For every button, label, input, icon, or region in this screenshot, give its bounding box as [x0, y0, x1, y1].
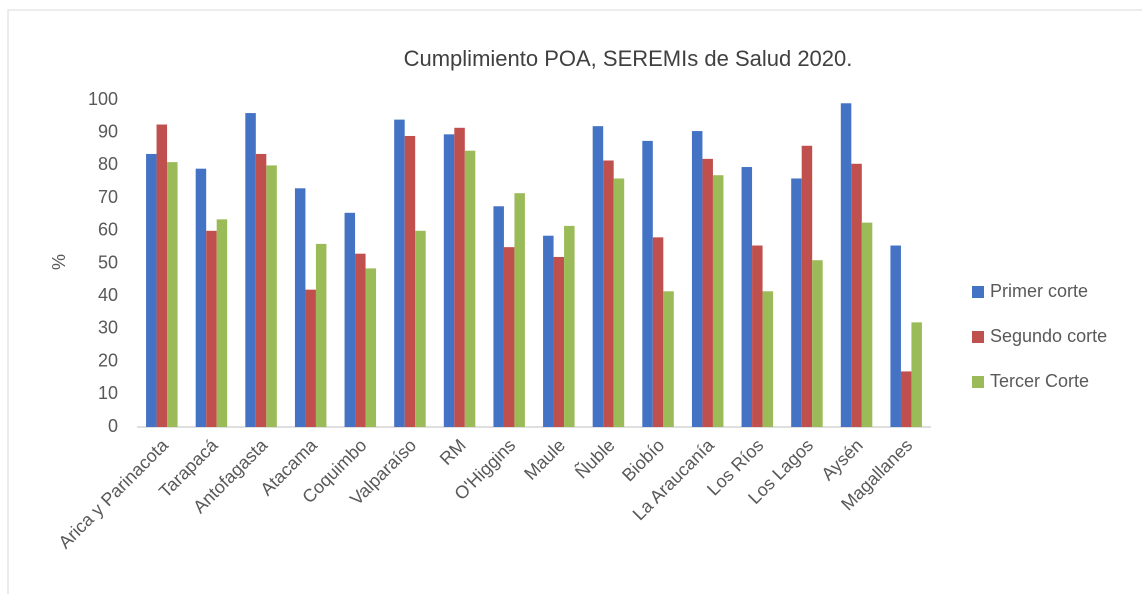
bar	[404, 135, 416, 427]
bar	[592, 126, 604, 427]
bar	[543, 235, 554, 427]
bar	[911, 322, 922, 427]
y-tick-label: 40	[98, 285, 118, 305]
bar	[691, 131, 703, 427]
bar	[266, 165, 277, 427]
bar	[613, 178, 625, 427]
y-tick-label: 10	[98, 383, 118, 403]
bar	[652, 237, 664, 427]
y-tick-label: 100	[88, 89, 118, 109]
bar	[365, 268, 377, 427]
bar	[493, 206, 504, 427]
bar	[195, 168, 207, 428]
legend-swatch	[972, 286, 984, 298]
y-tick-label: 50	[98, 252, 118, 272]
bar	[415, 230, 426, 427]
bar	[702, 158, 713, 428]
legend-label: Segundo corte	[990, 326, 1107, 346]
chart-border	[7, 9, 1142, 594]
bar	[840, 103, 852, 428]
bar	[167, 162, 178, 427]
legend-swatch	[972, 376, 984, 388]
bar	[741, 167, 753, 427]
bar	[851, 163, 862, 427]
x-tick-label: Ñuble	[571, 434, 619, 482]
bar	[553, 256, 565, 427]
bar	[861, 222, 873, 427]
bar	[801, 145, 813, 427]
chart-title: Cumplimiento POA, SEREMIs de Salud 2020.	[404, 46, 853, 71]
bar	[642, 140, 653, 427]
legend-label: Tercer Corte	[990, 371, 1089, 391]
bar	[762, 291, 774, 427]
bar	[454, 127, 465, 428]
bar	[394, 119, 405, 428]
bar	[791, 178, 802, 427]
bar	[663, 291, 674, 427]
bar	[206, 230, 217, 427]
y-tick-label: 60	[98, 220, 118, 240]
y-tick-label: 0	[108, 416, 118, 436]
bar	[443, 134, 455, 427]
y-tick-label: 90	[98, 121, 118, 141]
bar	[890, 245, 901, 427]
x-tick-label: RM	[436, 435, 470, 469]
legend-swatch	[972, 331, 984, 343]
x-tick-label: Maule	[520, 435, 569, 484]
bar	[255, 153, 267, 427]
bar	[146, 153, 157, 427]
bar	[900, 371, 912, 427]
y-tick-label: 70	[98, 187, 118, 207]
bar	[712, 175, 724, 427]
y-tick-label: 80	[98, 154, 118, 174]
legend-label: Primer corte	[990, 281, 1088, 301]
bar	[344, 212, 356, 427]
bar	[464, 150, 476, 427]
bar	[564, 225, 575, 427]
bar	[305, 289, 316, 427]
bar	[315, 243, 327, 427]
y-tick-label: 20	[98, 350, 118, 370]
bar	[812, 260, 823, 427]
bar	[503, 247, 515, 427]
bar	[514, 193, 525, 427]
y-axis-label: %	[49, 254, 69, 270]
bar	[245, 113, 256, 427]
bar	[752, 245, 763, 427]
bar	[216, 219, 228, 427]
bar	[603, 160, 614, 427]
bar	[355, 253, 366, 427]
bar	[156, 124, 168, 428]
y-tick-label: 30	[98, 318, 118, 338]
x-tick-label: Arica y Parinacota	[55, 434, 173, 552]
bar	[294, 188, 306, 427]
